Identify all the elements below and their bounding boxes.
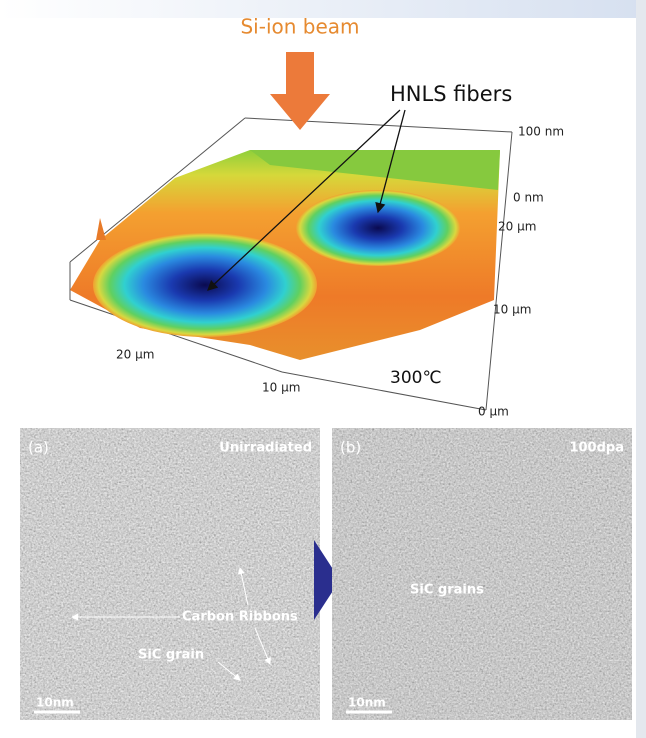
figure-canvas: 100 nm 0 nm 20 µm 10 µm 0 µm 20 µm 10 µm… [0,0,646,738]
scale-bar-label: 10nm [348,696,386,710]
axis-label: 100 nm [518,125,564,139]
beam-label: Si-ion beam [240,15,359,39]
tem-image [20,428,320,720]
panel-label: (b) [340,439,361,457]
annotation: Carbon Ribbons [182,610,298,625]
annotation: SiC grain [138,648,204,663]
annotation: SiC grains [410,583,484,598]
panel-condition: 100dpa [569,441,624,456]
crater [93,233,317,337]
axis-label: 20 µm [498,220,536,234]
axis-label: 10 µm [262,381,300,395]
tem-panel: (b) 100dpa SiC grains 10nm [332,428,632,720]
crater [296,190,460,266]
axis-line [282,372,486,410]
beam-arrow [270,52,330,130]
axis-label: 0 µm [478,405,509,419]
axis-label: 0 nm [513,191,544,205]
scale-bar-label: 10nm [36,696,74,710]
temperature-label: 300℃ [390,368,442,388]
figure: 100 nm 0 nm 20 µm 10 µm 0 µm 20 µm 10 µm… [0,0,646,738]
axis-label: 20 µm [116,348,154,362]
panel-condition: Unirradiated [219,441,312,456]
afm-plot: 100 nm 0 nm 20 µm 10 µm 0 µm 20 µm 10 µm… [70,118,564,419]
axis-label: 10 µm [493,303,531,317]
spike [96,218,106,240]
tem-panel: (a) Unirradiated Carbon Ribbons SiC grai… [20,428,320,720]
side-band [636,0,646,738]
panel-label: (a) [28,439,49,457]
fiber-label: HNLS fibers [390,82,512,106]
tem-image [332,428,632,720]
